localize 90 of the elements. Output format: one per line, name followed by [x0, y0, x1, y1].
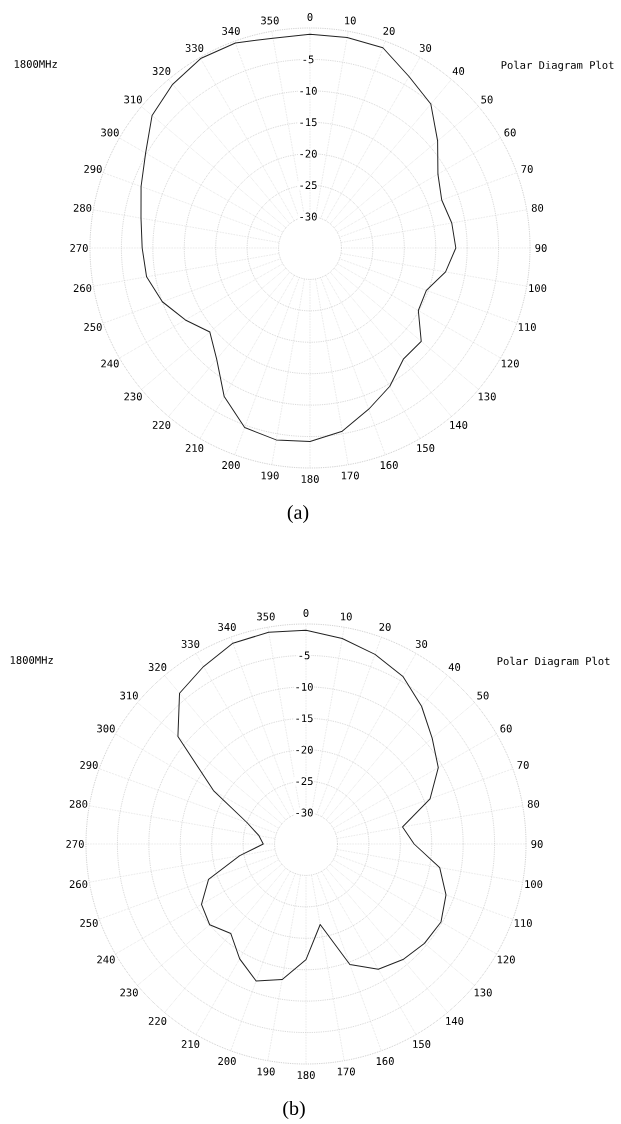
spoke-label: 310: [124, 95, 142, 104]
spoke-label: 110: [514, 919, 532, 927]
spoke-label: 170: [337, 1067, 355, 1076]
spoke-label: 300: [97, 724, 115, 733]
spoke-label: 200: [218, 1057, 236, 1066]
spoke-label: 110: [518, 323, 536, 331]
spoke-label: 200: [222, 461, 240, 470]
spoke-label: 140: [450, 420, 468, 429]
spoke-label: 260: [69, 880, 88, 889]
spoke-label: 280: [73, 203, 92, 212]
spoke-label: 270: [70, 244, 88, 252]
spoke-label: 90: [531, 840, 543, 848]
spoke-label: 320: [152, 67, 171, 75]
y-tick-label: -5: [303, 55, 314, 64]
spoke-label: 340: [222, 26, 240, 35]
spoke-label: 140: [446, 1016, 464, 1025]
spoke-label: 250: [84, 323, 102, 331]
spoke-label: 10: [345, 16, 356, 25]
spoke-label: 60: [500, 724, 512, 733]
spoke-label: 340: [218, 622, 236, 631]
y-tick-label: -30: [300, 212, 317, 221]
spoke-label: 330: [181, 639, 200, 648]
spoke-label: 320: [148, 663, 167, 671]
y-tick-label: -20: [296, 745, 313, 754]
y-tick-label: -20: [300, 149, 317, 158]
spoke-label: 130: [474, 988, 492, 997]
spoke-label: 220: [152, 420, 171, 429]
y-tick-label: -15: [300, 118, 317, 127]
spoke-label: 30: [415, 639, 428, 648]
spoke-label: 60: [504, 128, 516, 137]
spoke-label: 170: [341, 471, 359, 480]
spoke-label: 290: [80, 761, 98, 769]
spoke-label: 90: [535, 244, 547, 252]
spoke-label: 160: [380, 461, 398, 470]
text: 1800MHz: [14, 60, 57, 68]
spoke-label: 250: [80, 919, 98, 927]
spoke-label: 350: [261, 16, 279, 25]
y-tick-label: -25: [300, 181, 317, 190]
spoke-label: 100: [529, 284, 547, 293]
spoke-label: 0: [307, 13, 313, 21]
spoke-label: 330: [185, 43, 204, 52]
spoke-label: 30: [419, 43, 432, 52]
spoke-label: 210: [181, 1040, 200, 1049]
spoke-label: 290: [84, 165, 102, 173]
spoke-label: 0: [303, 609, 309, 617]
spoke-label: 100: [525, 880, 543, 889]
spoke-label: 130: [478, 392, 496, 401]
spoke-label: 210: [185, 444, 204, 453]
text: Polar Diagram Plot: [497, 656, 610, 668]
y-tick-label: -15: [296, 714, 313, 723]
y-tick-label: -25: [296, 777, 313, 786]
spoke-label: 230: [124, 392, 142, 401]
spoke-label: 220: [148, 1016, 167, 1025]
spoke-label: 120: [501, 359, 519, 368]
spoke-label: 240: [97, 955, 115, 964]
spoke-label: 280: [69, 799, 88, 808]
spoke-label: 50: [481, 95, 493, 104]
spoke-label: 160: [376, 1057, 394, 1066]
spoke-label: 190: [257, 1067, 275, 1076]
text: Polar Diagram Plot: [501, 60, 614, 72]
y-tick-label: -30: [296, 808, 313, 817]
spoke-label: 50: [477, 691, 489, 700]
spoke-label: 40: [448, 663, 461, 671]
y-tick-label: -10: [296, 682, 313, 691]
spoke-label: 190: [261, 471, 279, 480]
spoke-label: 230: [120, 988, 138, 997]
y-tick-label: -10: [300, 86, 317, 95]
spoke-label: 180: [301, 475, 319, 483]
text: (b): [283, 1100, 305, 1120]
text: (a): [287, 504, 309, 524]
spoke-label: 10: [341, 612, 352, 621]
spoke-label: 300: [101, 128, 119, 137]
spoke-label: 70: [521, 165, 533, 173]
text: 1800MHz: [10, 656, 53, 664]
spoke-label: 70: [517, 761, 529, 769]
spoke-label: 20: [383, 26, 395, 35]
spoke-label: 80: [527, 799, 540, 808]
spoke-label: 310: [120, 691, 138, 700]
spoke-label: 40: [452, 67, 465, 75]
spoke-label: 20: [379, 622, 391, 631]
spoke-label: 180: [297, 1071, 315, 1079]
spoke-label: 240: [101, 359, 119, 368]
spoke-label: 260: [73, 284, 92, 293]
spoke-label: 350: [257, 612, 275, 621]
y-tick-label: -5: [299, 651, 310, 660]
spoke-label: 270: [66, 840, 84, 848]
spoke-label: 80: [531, 203, 544, 212]
spoke-label: 150: [417, 444, 435, 453]
spoke-label: 120: [497, 955, 515, 964]
spoke-label: 150: [413, 1040, 431, 1049]
